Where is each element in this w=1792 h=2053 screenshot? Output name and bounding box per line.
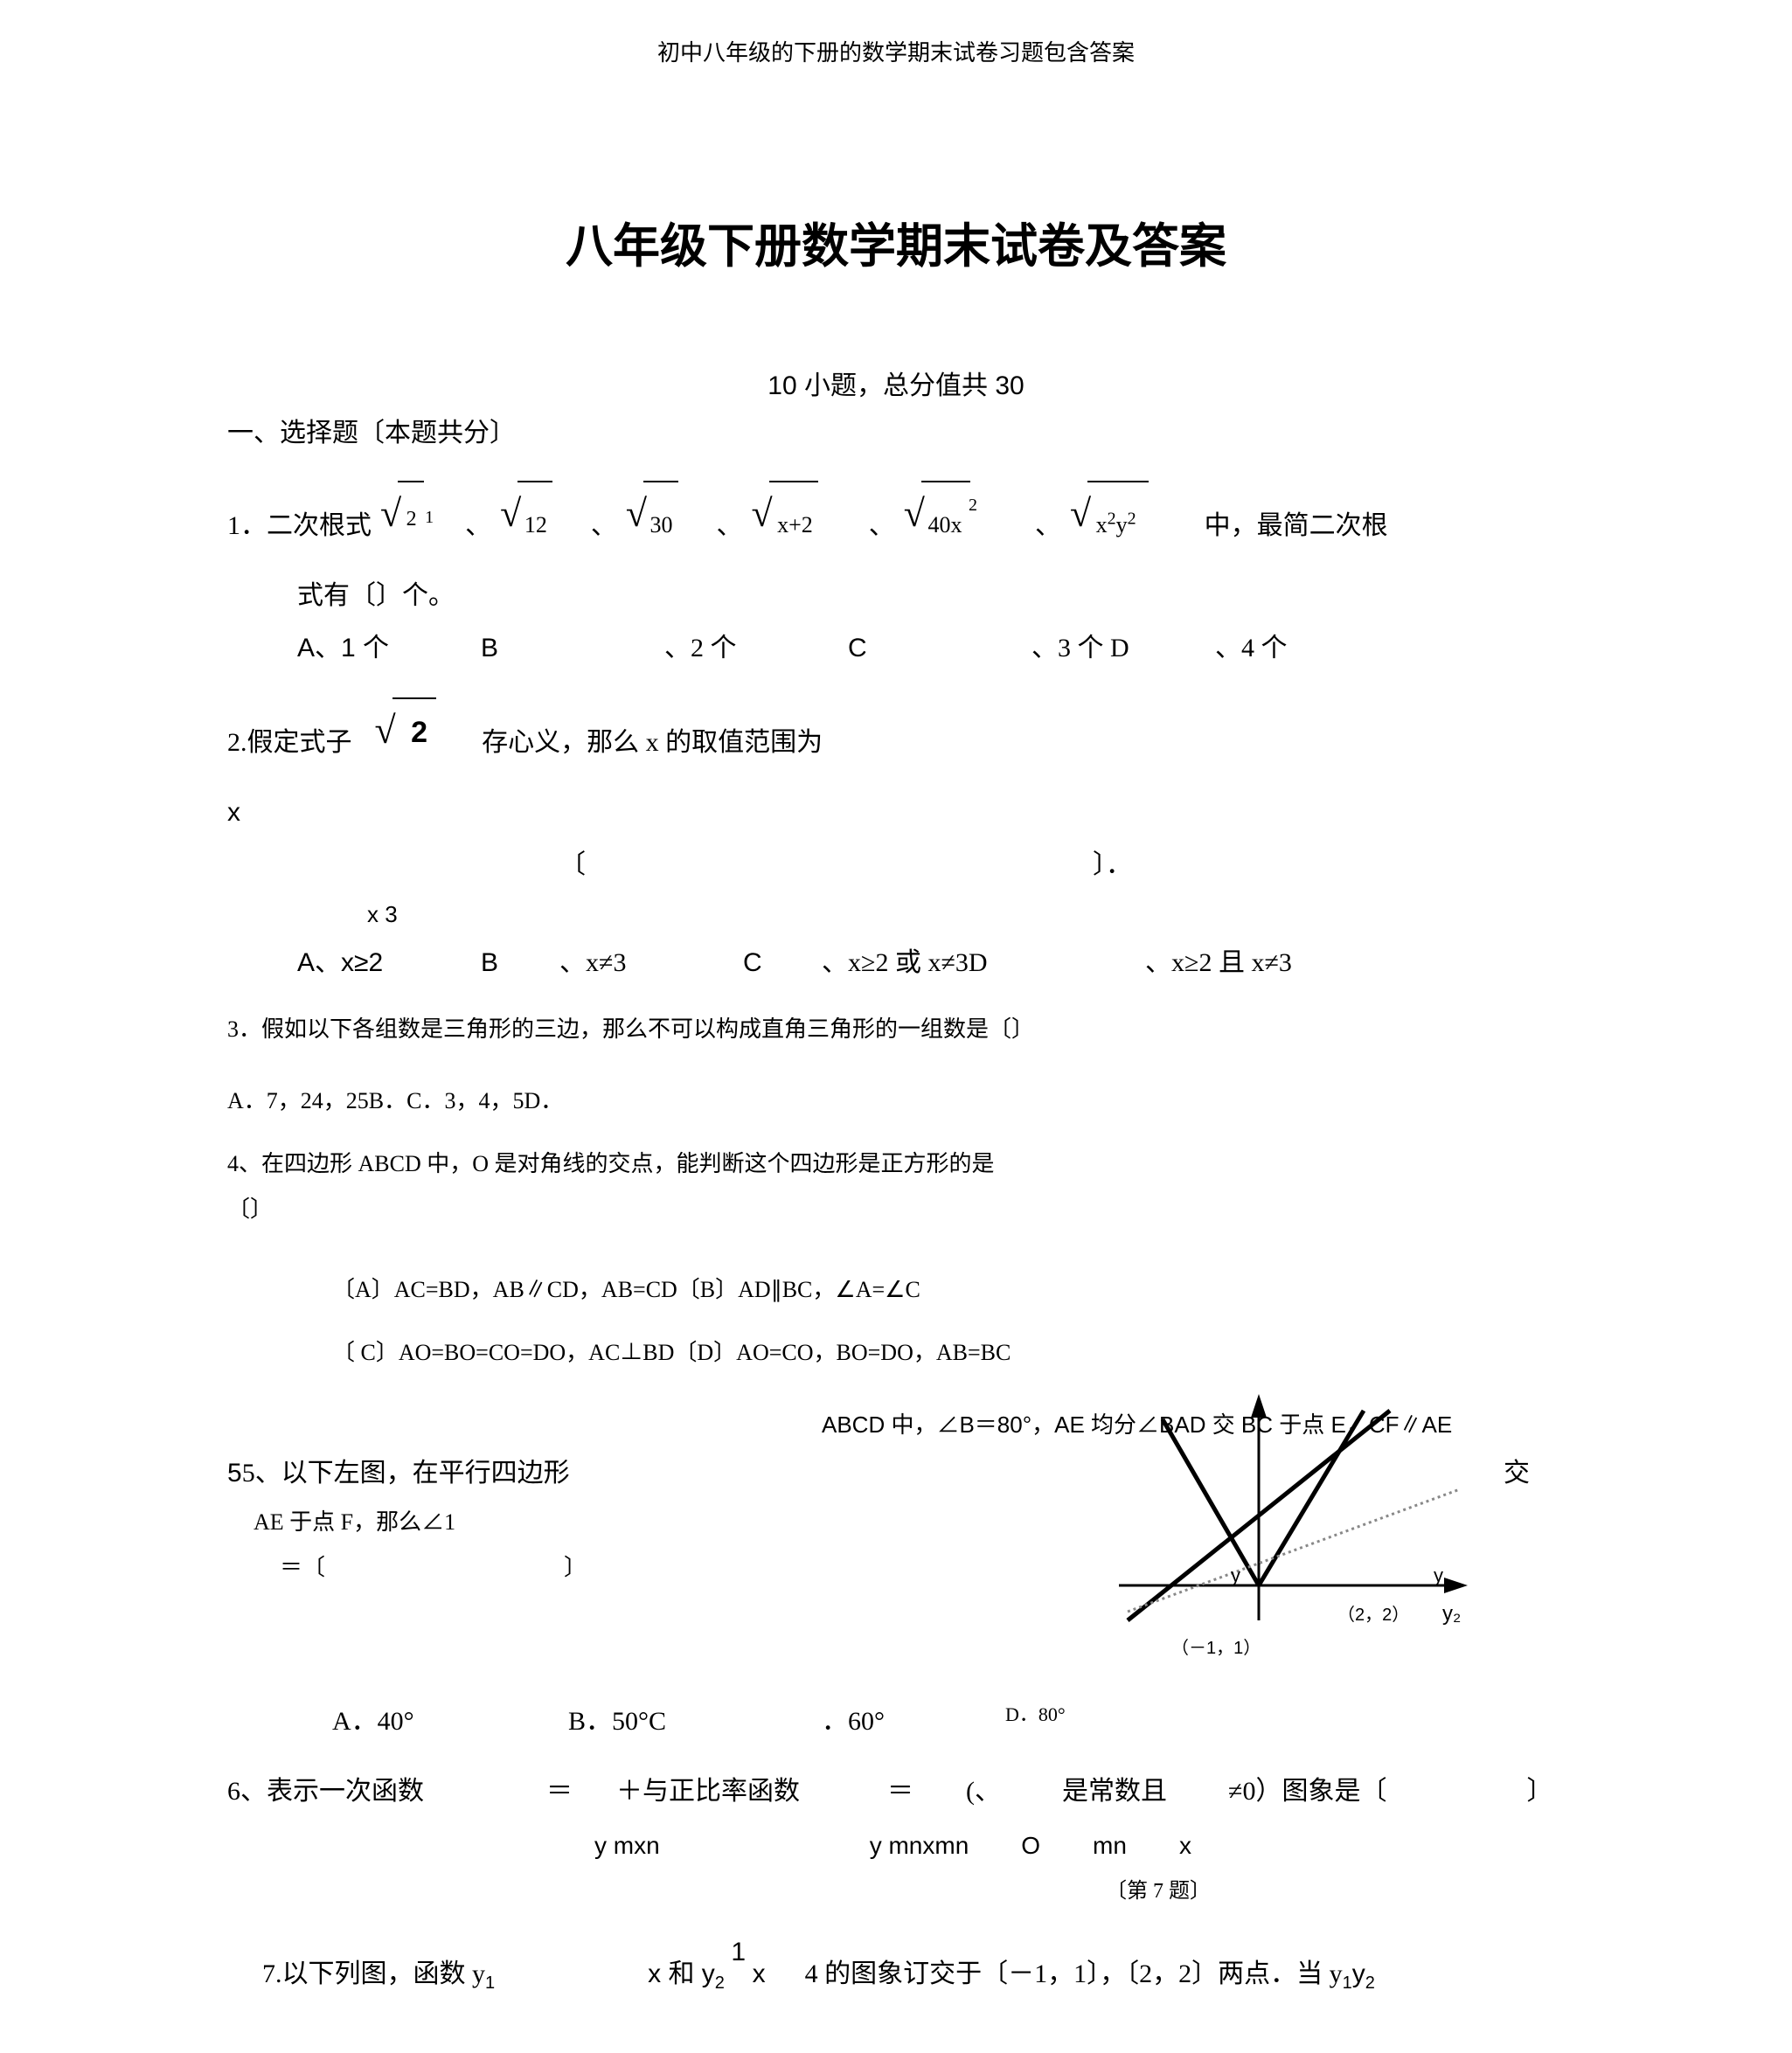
q1-choice-a: A、1 个 xyxy=(297,622,455,675)
question-3: 3．假如以下各组数是三角形的三边，那么不可以构成直角三角形的一组数是〔〕 A．7… xyxy=(227,1007,1565,1124)
sqrt-term-2: √ 12 xyxy=(500,475,582,552)
sep-2: 、 xyxy=(591,500,617,552)
svg-text:y: y xyxy=(1434,1564,1443,1586)
q2-paren-r: 〕． xyxy=(1093,839,1132,891)
q4-line1: 4、在四边形 ABCD 中，O 是对角线的交点，能判断这个四边形是正方形的是 xyxy=(227,1141,1565,1187)
q5-choice-a: A．40° xyxy=(332,1696,542,1748)
q2-choice-b2: 、x≠3 xyxy=(559,937,717,989)
q2-choice-c2: 、x≥2 或 x≠3D xyxy=(822,937,1119,989)
q6-sub-a: y mxn xyxy=(594,1821,660,1870)
q5-choice-b: B．50°C xyxy=(568,1696,795,1748)
q2-choices: A、x≥2 B 、x≠3 C 、x≥2 或 x≠3D 、x≥2 且 x≠3 xyxy=(227,937,1565,989)
q2-paren-l: 〔 xyxy=(559,839,586,891)
q7-mid2: 4 的图象订交于〔－1，1〕，〔2，2〕两点．当 y xyxy=(805,1959,1343,1988)
q6-caption: 〔第 7 题〕 xyxy=(227,1870,1565,1912)
sqrt-term-5: √ 40x 2 xyxy=(904,475,1026,552)
q1-choice-d2: 、4 个 xyxy=(1215,622,1372,675)
q5-line1-left: 55、以下左图，在平行四边形 xyxy=(227,1447,570,1500)
q6-sub-e: x xyxy=(1179,1821,1191,1870)
sep-3: 、 xyxy=(716,500,742,552)
q7-y: y xyxy=(1352,1959,1365,1988)
q2-prefix: 2.假定式子 xyxy=(227,717,352,769)
q5-choices: A．40° B．50°C ．60° D．80° xyxy=(227,1696,1565,1748)
sep-5: 、 xyxy=(1035,500,1061,552)
q6-eq2: ＝ xyxy=(887,1765,913,1818)
q7-sub1: 1 xyxy=(485,1973,495,1993)
q2-denom: x 3 xyxy=(227,891,1565,937)
sep-1: 、 xyxy=(465,500,491,552)
q1-line2: 式有〔〕个。 xyxy=(227,570,1565,622)
main-title: 八年级下册数学期末试卷及答案 xyxy=(227,207,1565,276)
q2-choice-a: A、x≥2 xyxy=(297,937,455,989)
q6-eq1: ＝ xyxy=(546,1765,573,1818)
q2-var-x: x xyxy=(227,787,1565,839)
q1-choice-c: C xyxy=(848,622,1005,675)
q2-choice-b: B xyxy=(481,937,533,989)
q6-end: 〕 xyxy=(1526,1765,1552,1818)
q7-sub4: 2 xyxy=(1365,1973,1375,1993)
question-2: 2.假定式子 √ 2 存心义，那么 x 的取值范围为 x 〔 〕． x 3 A、… xyxy=(227,692,1565,989)
q1-choices: A、1 个 B 、2 个 C 、3 个 D 、4 个 xyxy=(227,622,1565,675)
question-5: ABCD 中，∠B＝80°，AE 均分∠BAD 交 BC 于点 E，CF∥AE … xyxy=(227,1402,1565,1748)
sqrt-term-3: √ 30 xyxy=(626,475,708,552)
q6-mid3: 是常数且 xyxy=(1062,1765,1167,1818)
q2-choice-d2: 、x≥2 且 x≠3 xyxy=(1145,937,1302,989)
q4-opt-c: 〔 C〕AO=BO=CO=DO，AC⊥BD〔D〕AO=CO，BO=DO，AB=B… xyxy=(227,1330,1565,1376)
question-1: 1．二次根式 √ 2 1 、 √ 12 、 √ 30 、 √ x+2 、 √ 4… xyxy=(227,475,1565,675)
q1-choice-b2: 、2 个 xyxy=(664,622,822,675)
q6-mid2: (、 xyxy=(966,1765,1001,1818)
q2-mid: 存心义，那么 x 的取值范围为 xyxy=(482,717,823,769)
svg-text:y: y xyxy=(1231,1564,1240,1586)
q6-sub-b: y mnxmn xyxy=(870,1821,969,1870)
q1-mid: 中，最简二次根 xyxy=(1205,500,1388,552)
q6-mid1: ＋与正比率函数 xyxy=(616,1765,800,1818)
q7-sub3: 1 xyxy=(1343,1973,1352,1993)
question-4: 4、在四边形 ABCD 中，O 是对角线的交点，能判断这个四边形是正方形的是 〔… xyxy=(227,1141,1565,1376)
q4-opt-a: 〔A〕AC=BD，AB∥CD，AB=CD〔B〕AD∥BC，∠A=∠C xyxy=(227,1267,1565,1313)
q7-mid1: x 和 y xyxy=(648,1959,715,1988)
q7-sub2: 2 xyxy=(715,1973,725,1993)
question-6: 6、表示一次函数 ＝ ＋与正比率函数 ＝ (、 是常数且 ≠0）图象是〔 〕 y… xyxy=(227,1765,1565,1912)
sqrt-term-6: √ x2y2 xyxy=(1070,475,1196,552)
svg-text:y₂: y₂ xyxy=(1442,1602,1461,1626)
q6-sub-d: mn xyxy=(1093,1821,1127,1870)
q6-sub-c: O xyxy=(1021,1821,1040,1870)
q5-choice-c: ．60° xyxy=(822,1696,979,1748)
q5-line3-l: ＝〔 xyxy=(280,1555,325,1580)
subtitle: 10 小题，总分值共 30 xyxy=(227,364,1565,402)
q1-prefix: 1．二次根式 xyxy=(227,500,372,552)
q6-prefix: 6、表示一次函数 xyxy=(227,1765,424,1818)
q1-choice-c2: 、3 个 D xyxy=(1031,622,1189,675)
sqrt-term-1: √ 2 1 xyxy=(380,475,456,552)
q7-mid-x: x xyxy=(753,1959,766,1988)
q2-choice-c: C xyxy=(743,937,795,989)
q4-line2: 〔〕 xyxy=(227,1187,1565,1232)
q5-line1-right: 交 xyxy=(1504,1447,1565,1500)
question-7: 7.以下列图，函数 y1 x 和 y2 1 x 4 的图象订交于〔－1，1〕，〔… xyxy=(227,1939,1565,2001)
q1-choice-b: B xyxy=(481,622,638,675)
q5-graph: y y y₂ （2，2） （－1，1） xyxy=(1075,1393,1495,1655)
q7-sup1: 1 xyxy=(731,1938,746,1966)
q7-prefix: 7.以下列图，函数 y xyxy=(262,1959,485,1988)
q3-line2: A．7，24，25B．C．3，4，5D． xyxy=(227,1079,1565,1124)
q3-line1: 3．假如以下各组数是三角形的三边，那么不可以构成直角三角形的一组数是〔〕 xyxy=(227,1007,1565,1052)
q6-mid4: ≠0）图象是〔 xyxy=(1228,1765,1386,1818)
svg-text:（2，2）: （2，2） xyxy=(1337,1605,1409,1625)
sqrt-term-4: √ x+2 xyxy=(751,475,859,552)
page-header-small: 初中八年级的下册的数学期末试卷习题包含答案 xyxy=(227,35,1565,67)
section-1-heading: 一、选择题〔本题共分〕 xyxy=(227,411,1565,449)
q5-line3-r: 〕 xyxy=(564,1555,587,1580)
sep-4: 、 xyxy=(869,500,895,552)
q2-sqrt: √ 2 xyxy=(375,692,460,769)
q6-sub-row: y mxn y mnxmn O mn x xyxy=(227,1821,1565,1870)
svg-text:（－1，1）: （－1，1） xyxy=(1171,1638,1261,1655)
q5-choice-d: D．80° xyxy=(1005,1696,1110,1748)
